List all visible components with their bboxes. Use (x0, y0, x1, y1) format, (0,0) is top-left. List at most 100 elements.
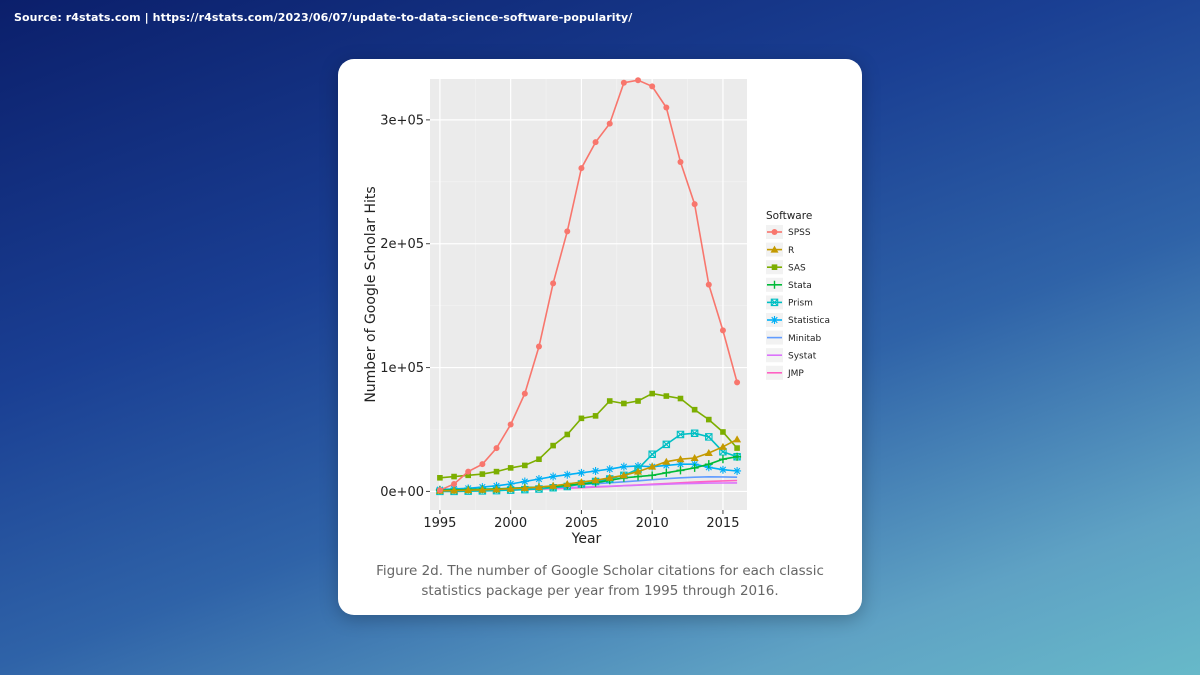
data-point-stata (690, 463, 699, 472)
data-point-statistica (605, 465, 614, 474)
data-point-statistica (718, 465, 727, 474)
legend-label: Minitab (788, 334, 822, 344)
data-point-r (648, 462, 657, 470)
data-point-r (492, 485, 501, 493)
data-point-r (605, 473, 614, 481)
data-point-spss (436, 487, 443, 494)
data-point-sas (734, 445, 740, 451)
data-point-sas (550, 442, 556, 449)
data-point-spss (691, 201, 698, 208)
data-point-statistica (534, 475, 543, 484)
data-point-spss (719, 327, 726, 334)
legend-item-sas: SAS (766, 260, 806, 275)
legend-key-marker (770, 316, 779, 324)
series-line-statistica (439, 463, 738, 491)
data-point-spss (635, 77, 642, 84)
data-point-sas (720, 429, 726, 435)
data-point-sas (592, 413, 599, 419)
series-line-spss (439, 79, 738, 491)
data-point-stata (704, 460, 713, 469)
legend-key-marker (770, 245, 779, 253)
data-point-r (634, 467, 643, 475)
legend-item-statistica: Statistica (766, 313, 830, 327)
data-point-spss (578, 165, 585, 172)
legend-label: Statistica (788, 316, 830, 326)
data-point-r (563, 479, 572, 487)
data-point-spss (465, 468, 472, 475)
data-point-r (520, 483, 529, 491)
legend-label: Systat (788, 351, 817, 361)
figure-caption: Figure 2d. The number of Google Scholar … (376, 563, 824, 599)
data-point-r (534, 483, 543, 491)
data-point-r (718, 442, 727, 450)
data-point-sas (451, 473, 457, 480)
series-spss (436, 77, 741, 494)
data-point-prism (676, 430, 685, 439)
data-point-r (464, 486, 473, 494)
data-point-statistica (563, 470, 572, 479)
data-point-spss (493, 445, 500, 452)
data-point-prism (648, 450, 656, 459)
data-point-r (676, 455, 685, 463)
data-point-spss (620, 79, 627, 86)
data-point-sas (465, 472, 472, 479)
data-point-sas (536, 456, 542, 463)
data-point-statistica (662, 461, 671, 470)
data-point-spss (451, 480, 458, 487)
legend-label: SPSS (788, 228, 811, 238)
x-axis-title: Year (571, 531, 602, 547)
x-tick-label: 2005 (565, 516, 598, 531)
data-point-sas (564, 431, 571, 438)
data-point-statistica (591, 466, 600, 475)
legend-item-prism: Prism (766, 295, 813, 310)
y-axis-title: Number of Google Scholar Hits (363, 186, 379, 402)
legend-key-marker (770, 280, 779, 289)
data-point-prism (705, 433, 713, 441)
legend-item-stata: Stata (766, 277, 812, 292)
source-text: Source: r4stats.com | https://r4stats.co… (14, 11, 633, 24)
data-point-spss (663, 104, 670, 111)
legend-label: JMP (787, 369, 804, 379)
x-tick-label: 1995 (423, 516, 456, 531)
legend-label: Prism (788, 299, 813, 309)
data-point-sas (507, 465, 514, 471)
legend-label: SAS (788, 263, 806, 273)
data-point-statistica (619, 462, 628, 471)
data-point-spss (705, 281, 712, 288)
legend-item-r: R (766, 242, 794, 257)
x-tick-label: 2010 (636, 516, 669, 531)
legend-item-systat: Systat (766, 348, 817, 363)
y-tick-label: 2e+05 (380, 237, 424, 252)
data-point-stata (648, 471, 657, 480)
legend-key-marker (770, 298, 779, 307)
data-point-r (690, 453, 699, 461)
data-point-r (577, 478, 586, 486)
data-point-sas (522, 462, 528, 469)
data-point-sas (649, 390, 655, 397)
data-point-statistica (676, 460, 685, 469)
data-point-r (619, 471, 628, 479)
data-point-r (591, 476, 600, 484)
data-point-stata (676, 466, 685, 475)
series-line-r (439, 438, 738, 492)
x-tick-label: 2000 (494, 516, 527, 531)
y-tick-label: 3e+05 (380, 113, 424, 128)
data-point-spss (592, 139, 599, 146)
data-point-stata (662, 468, 671, 477)
data-point-stata (718, 455, 727, 464)
legend-label: Stata (788, 281, 812, 291)
series-r (435, 435, 742, 494)
data-point-sas (437, 474, 443, 481)
data-point-sas (479, 471, 486, 477)
figure-card: 1995 2000 2005 2010 2015 0e+00 1e+05 2e+05 3e+05… (338, 59, 862, 615)
minor-gridlines (430, 79, 747, 510)
data-point-r (662, 457, 671, 465)
data-point-spss (550, 280, 557, 287)
data-point-spss (564, 228, 571, 235)
data-point-prism (662, 440, 671, 449)
series-line-sas (439, 392, 738, 479)
major-gridlines (430, 79, 747, 510)
data-point-spss (677, 158, 684, 165)
data-point-statistica (506, 479, 515, 488)
data-point-sas (691, 406, 698, 413)
